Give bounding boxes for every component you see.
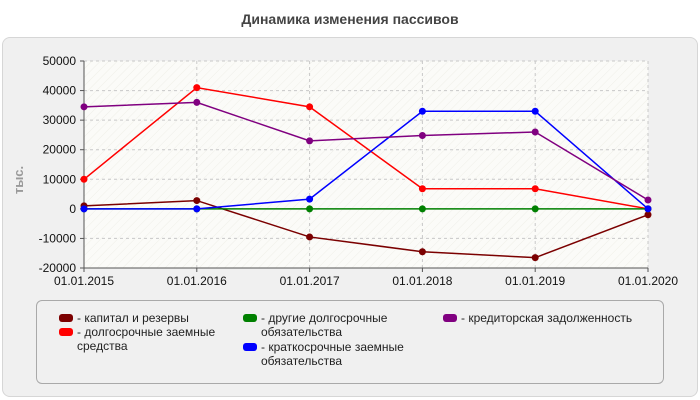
y-tick-label: 0 (69, 202, 76, 216)
legend-item-dolgosrochnye-zaemnye: - долгосрочные заемные средства (59, 325, 234, 353)
y-tick-label: 10000 (43, 172, 77, 186)
series-4-point (193, 98, 201, 106)
legend-label-kreditorskaya: - кредиторская задолженность (461, 311, 633, 325)
series-1-point (80, 175, 88, 183)
y-tick-label: 50000 (43, 54, 77, 68)
y-axis-label: тыс. (11, 165, 26, 195)
series-3-point (418, 107, 426, 115)
series-2-point (531, 205, 539, 213)
series-3-point (80, 205, 88, 213)
series-3-point (193, 205, 201, 213)
series-1-point (531, 185, 539, 193)
y-tick-label: 30000 (43, 113, 77, 127)
x-tick-label: 01.01.2019 (505, 274, 565, 288)
y-tick-label: 20000 (43, 143, 77, 157)
series-1-point (306, 103, 314, 111)
series-3-point (531, 107, 539, 115)
series-0-point (193, 197, 201, 205)
x-tick-label: 01.01.2015 (54, 274, 114, 288)
series-0-point (531, 254, 539, 262)
x-tick-label: 01.01.2020 (618, 274, 678, 288)
legend-item-kratkosrochnye-zaemnye: - краткосрочные заемные обязательства (243, 340, 418, 368)
legend-swatch-dolgosrochnye-zaemnye (59, 328, 73, 336)
legend-label-kratkosrochnye-zaemnye: - краткосрочные заемные обязательства (261, 340, 404, 368)
series-4-point (418, 132, 426, 140)
series-4-point (531, 128, 539, 136)
series-0-point (418, 248, 426, 256)
legend-swatch-kapital (59, 314, 73, 322)
series-line-0 (83, 199, 649, 259)
series-4-point (80, 103, 88, 111)
series-4-point (644, 196, 652, 204)
plot-area (84, 61, 648, 268)
x-tick-label: 01.01.2018 (392, 274, 452, 288)
legend-item-kapital: - капитал и резервы (59, 311, 234, 325)
series-4-point (306, 137, 314, 145)
series-1-point (418, 185, 426, 193)
legend-item-drugie-dolgosrochnye: - другие долгосрочные обязательства (243, 311, 418, 339)
series-3-point (306, 195, 314, 203)
series-line-4 (83, 101, 649, 201)
legend-swatch-kreditorskaya (443, 314, 457, 322)
y-tick-label: 40000 (43, 84, 77, 98)
legend-label-dolgosrochnye-zaemnye: - долгосрочные заемные средства (77, 325, 216, 353)
legend: - капитал и резервы - долгосрочные заемн… (36, 300, 664, 384)
legend-item-kreditorskaya: - кредиторская задолженность (443, 311, 658, 325)
x-tick-label: 01.01.2016 (167, 274, 227, 288)
series-1-point (193, 84, 201, 92)
legend-label-kapital: - капитал и резервы (77, 311, 189, 325)
series-0-point (644, 211, 652, 219)
y-tick-label: -10000 (39, 231, 77, 245)
y-tick-label: -20000 (39, 261, 77, 275)
series-3-point (644, 205, 652, 213)
series-line-3 (84, 110, 649, 210)
series-0-point (306, 233, 314, 241)
chart-title: Динамика изменения пассивов (241, 11, 459, 27)
legend-swatch-drugie-dolgosrochnye (243, 314, 257, 322)
series-2-point (306, 205, 314, 213)
legend-label-drugie-dolgosrochnye: - другие долгосрочные обязательства (261, 311, 388, 339)
legend-swatch-kratkosrochnye-zaemnye (243, 343, 257, 351)
x-tick-label: 01.01.2017 (280, 274, 340, 288)
series-2-point (418, 205, 426, 213)
